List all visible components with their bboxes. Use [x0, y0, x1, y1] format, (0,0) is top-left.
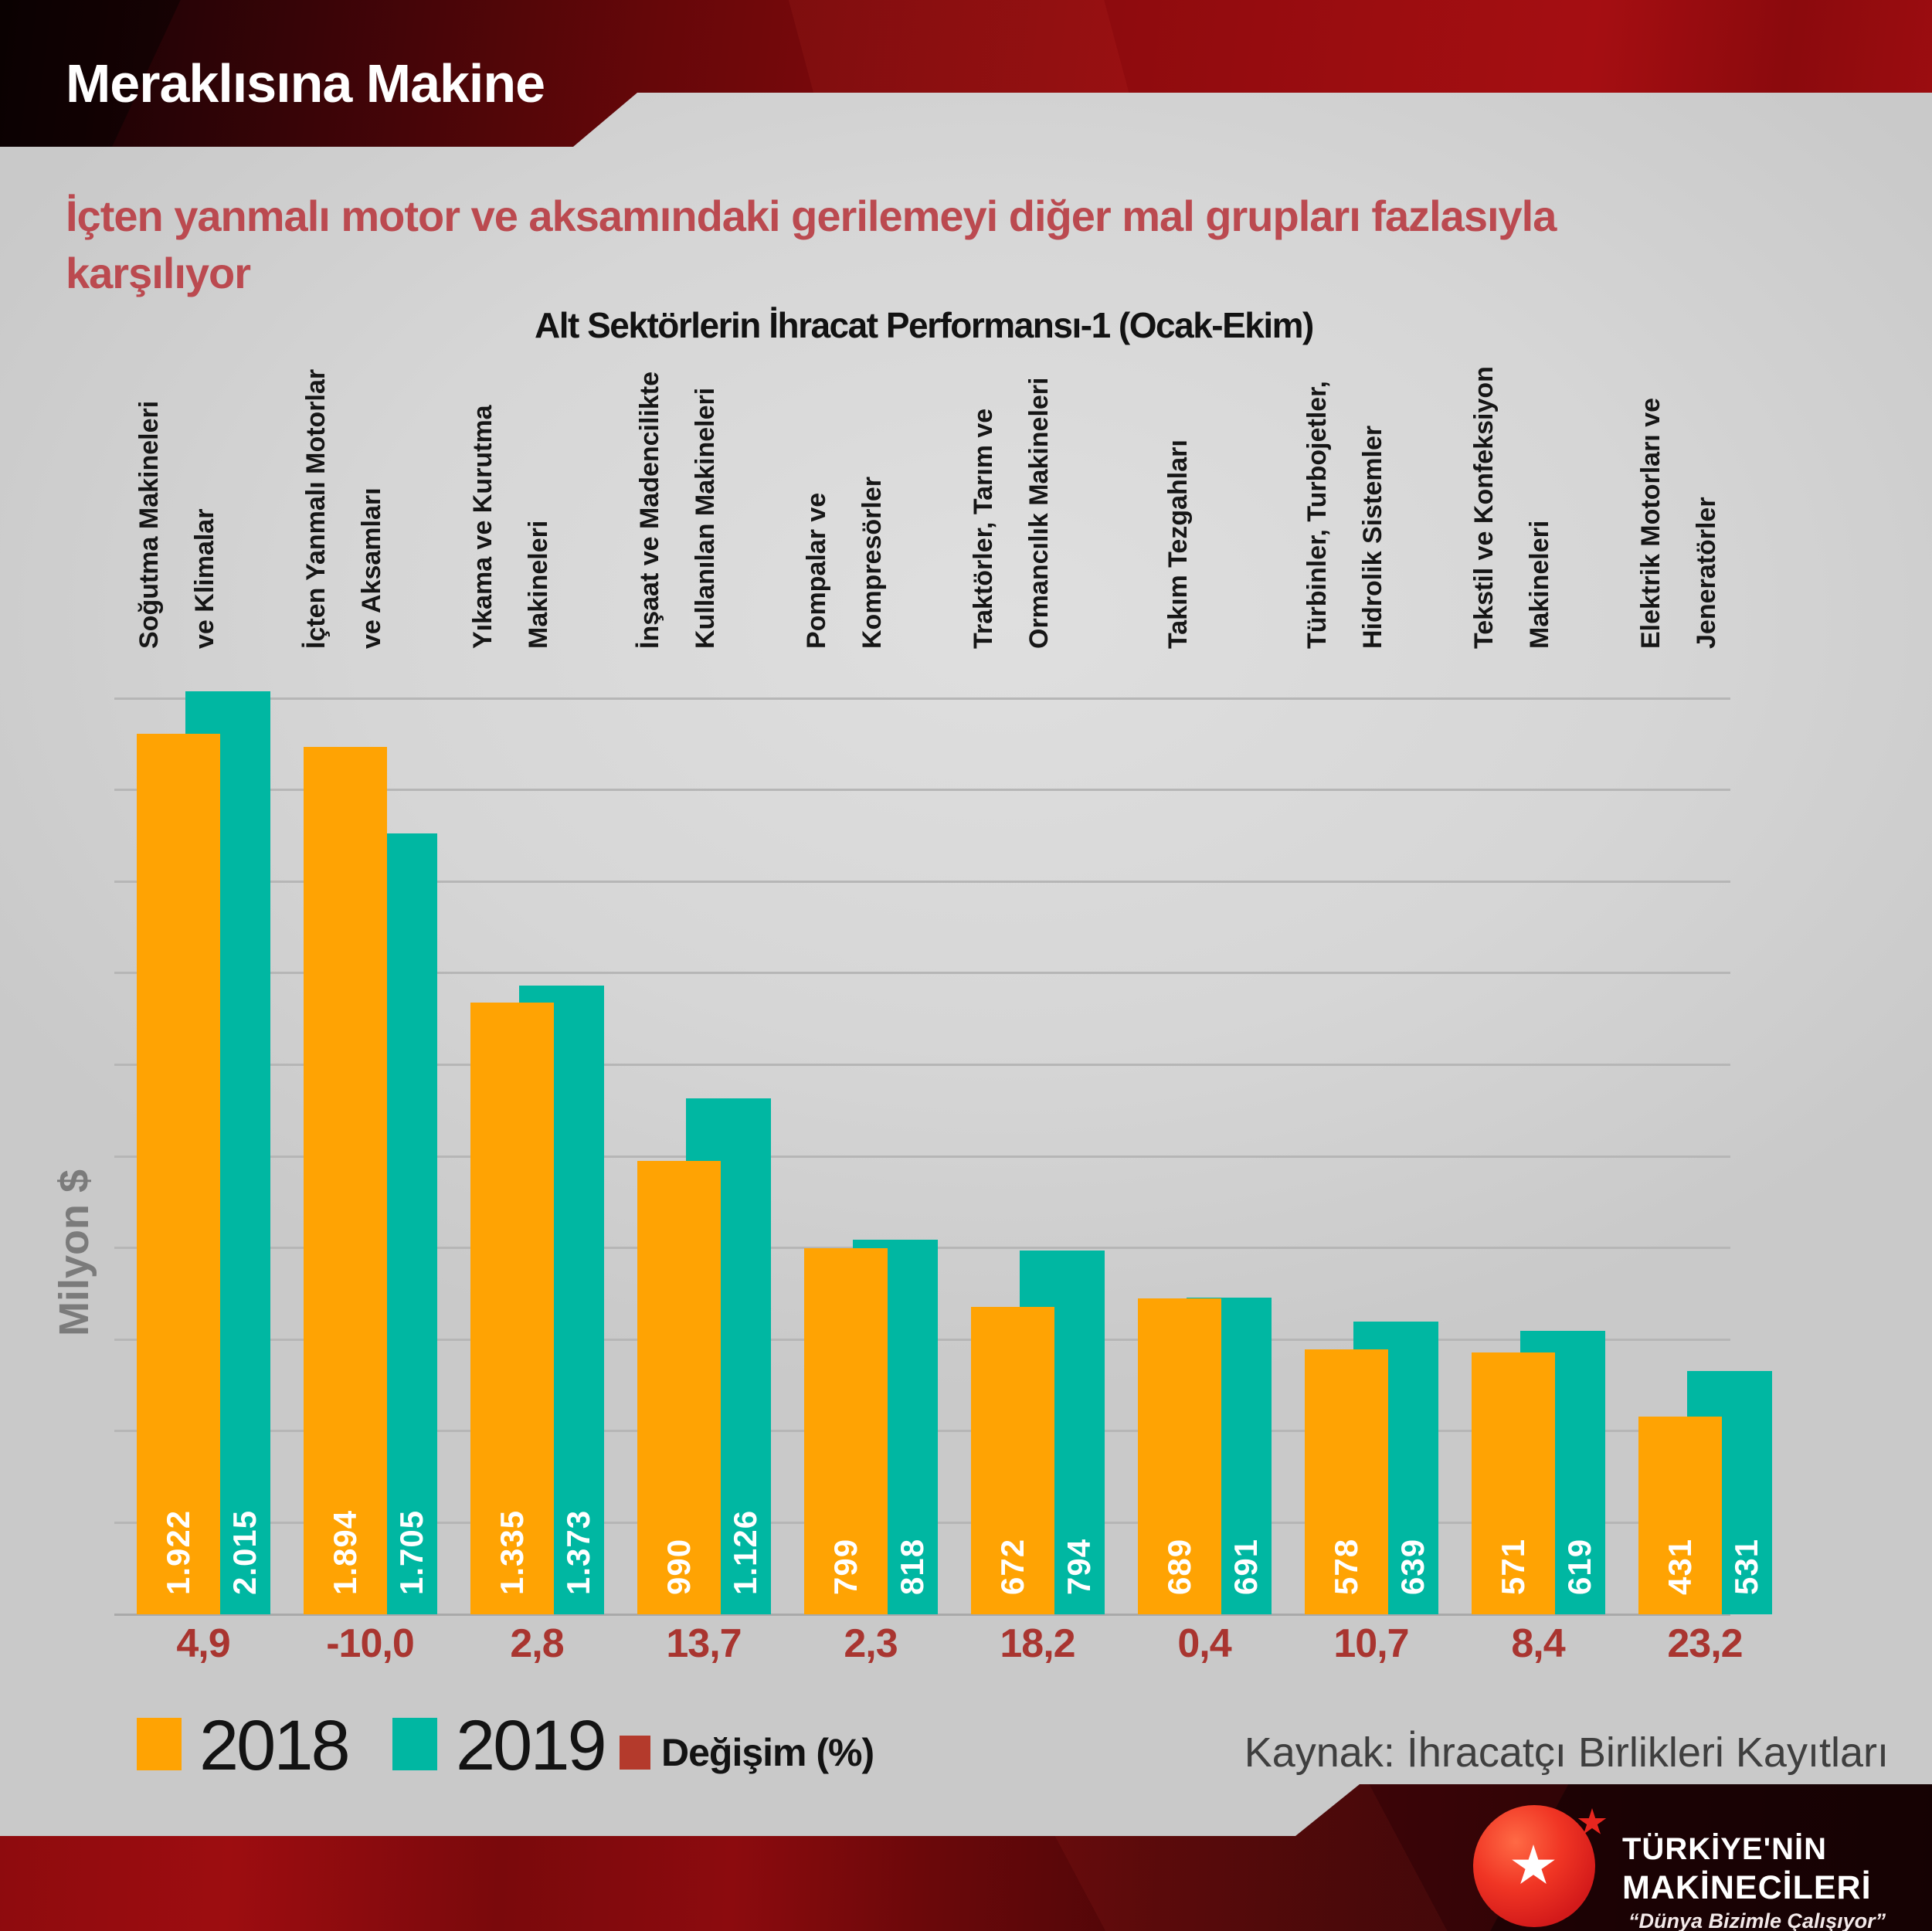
change-percent-label: 18,2 [1000, 1621, 1075, 1666]
bar-2018 [1138, 1298, 1221, 1614]
category-label: Yıkama ve Kurutma Makineleri [453, 371, 569, 649]
gridline [114, 972, 1730, 975]
bar-2018 [1472, 1352, 1555, 1614]
category-label-line: Yıkama ve Kurutma [468, 405, 497, 649]
change-percent-label: 23,2 [1667, 1621, 1743, 1666]
legend-swatch-2019 [392, 1718, 437, 1770]
category-label-line: Hidrolik Sistemler [1358, 425, 1387, 649]
legend-label-2019: 2019 [456, 1706, 607, 1785]
category-label: Pompalar ve Kompresörler [786, 371, 902, 649]
bar-value-label: 990 [660, 1538, 697, 1595]
chart-title: Alt Sektörlerin İhracat Performansı-1 (O… [535, 305, 1314, 345]
category-label: Türbinler, Turbojetler, Hidrolik Sistemle… [1287, 371, 1403, 649]
category-label-line: Kullanılan Makineleri [691, 387, 720, 649]
change-percent-label: 4,9 [176, 1621, 230, 1666]
category-label-line: İnşaat ve Madencilikte [635, 371, 664, 649]
category-label: Soğutma Makineleri ve Klimalar [119, 371, 235, 649]
change-percent-label: -10,0 [326, 1621, 415, 1666]
bar-2018 [1638, 1417, 1722, 1614]
category-label: İnşaat ve Madencilikte Kullanılan Makinel… [620, 371, 735, 649]
logo-text-line2: MAKİNECİLERİ [1622, 1869, 1872, 1906]
category-label-line: Kompresörler [857, 477, 887, 649]
gridline [114, 697, 1730, 700]
chart-subtitle: İçten yanmalı motor ve aksamındaki geril… [66, 192, 1557, 297]
bar-value-label: 818 [894, 1538, 930, 1595]
bar-value-label: 1.894 [327, 1509, 363, 1595]
bar-value-label: 619 [1561, 1538, 1598, 1595]
change-percent-label: 13,7 [666, 1621, 742, 1666]
source-note: Kaynak: İhracatçı Birlikleri Kayıtları [1244, 1729, 1889, 1776]
bar-value-label: 672 [994, 1538, 1031, 1595]
bar-value-label: 1.335 [494, 1509, 530, 1595]
bar-2018 [637, 1160, 721, 1614]
bar-value-label: 531 [1728, 1538, 1764, 1595]
bar-value-label: 571 [1495, 1538, 1531, 1595]
legend-label-2018: 2018 [199, 1706, 351, 1785]
bar-value-label: 799 [827, 1538, 864, 1595]
gridline [114, 1063, 1730, 1066]
change-percent-label: 2,8 [510, 1621, 564, 1666]
bar-value-label: 794 [1061, 1538, 1097, 1595]
bar-2018 [304, 746, 387, 1614]
legend-label-change: Değişim (%) [661, 1731, 874, 1774]
category-label: Traktörler, Tarım ve Ormancılık Makineler… [953, 371, 1069, 650]
category-label: Elektrik Motorları ve Jeneratörler [1621, 371, 1737, 649]
bar-value-label: 578 [1328, 1538, 1364, 1595]
legend-swatch-2018 [137, 1718, 182, 1770]
bar-value-label: 1.705 [393, 1509, 430, 1595]
category-label: Tekstil ve Konfeksiyon Makineleri [1454, 366, 1570, 649]
category-label-line: Makineleri [1525, 520, 1554, 649]
bar-2018 [470, 1003, 554, 1614]
legend-swatch-change [620, 1736, 650, 1770]
logo-text-line1: TÜRKİYE'NİN [1622, 1832, 1827, 1866]
bar-value-label: 1.373 [560, 1509, 596, 1595]
bar-value-label: 639 [1394, 1538, 1431, 1595]
category-label-line: Türbinler, Turbojetler, [1302, 381, 1332, 649]
y-axis-label: Milyon $ [51, 1169, 97, 1337]
bar-value-label: 431 [1662, 1538, 1698, 1595]
bar-value-label: 1.126 [727, 1509, 763, 1595]
bar-value-label: 1.922 [160, 1509, 196, 1595]
gridline [114, 1155, 1730, 1158]
category-label-line: Tekstil ve Konfeksiyon [1469, 366, 1499, 649]
bar-2018 [971, 1306, 1054, 1614]
category-label-line: Pompalar ve [802, 492, 831, 649]
change-percent-label: 0,4 [1177, 1621, 1231, 1666]
category-label: Takım Tezgahları [1120, 371, 1236, 649]
bar-value-label: 689 [1161, 1538, 1197, 1595]
category-label-line: Jeneratörler [1692, 497, 1721, 649]
category-label: İçten Yanmalı Motorlar ve Aksamları [286, 368, 402, 649]
bar-2018 [804, 1248, 888, 1614]
category-label-line: ve Klimalar [190, 508, 219, 649]
category-label-line: Traktörler, Tarım ve [969, 408, 998, 649]
bar-2018 [137, 734, 220, 1614]
category-label-line: Makineleri [524, 520, 553, 649]
category-label-line: Takım Tezgahları [1163, 439, 1193, 649]
change-percent-label: 8,4 [1511, 1621, 1565, 1666]
gridline [114, 789, 1730, 792]
category-label-line: Ormancılık Makineleri [1024, 377, 1054, 650]
page-title: Meraklısına Makine [66, 53, 545, 114]
bar-2018 [1305, 1349, 1388, 1614]
change-percent-label: 2,3 [844, 1621, 898, 1666]
category-label-line: İçten Yanmalı Motorlar [301, 368, 331, 649]
category-label-line: ve Aksamları [357, 487, 386, 649]
change-percent-label: 10,7 [1333, 1621, 1409, 1666]
x-axis-line [114, 1614, 1730, 1616]
bar-value-label: 2.015 [226, 1509, 263, 1595]
category-label-line: Soğutma Makineleri [134, 400, 164, 649]
bar-value-label: 691 [1227, 1538, 1264, 1595]
gridline [114, 880, 1730, 883]
category-label-line: Elektrik Motorları ve [1636, 397, 1665, 649]
logo-tagline: “Dünya Bizimle Çalışıyor” [1628, 1909, 1886, 1931]
